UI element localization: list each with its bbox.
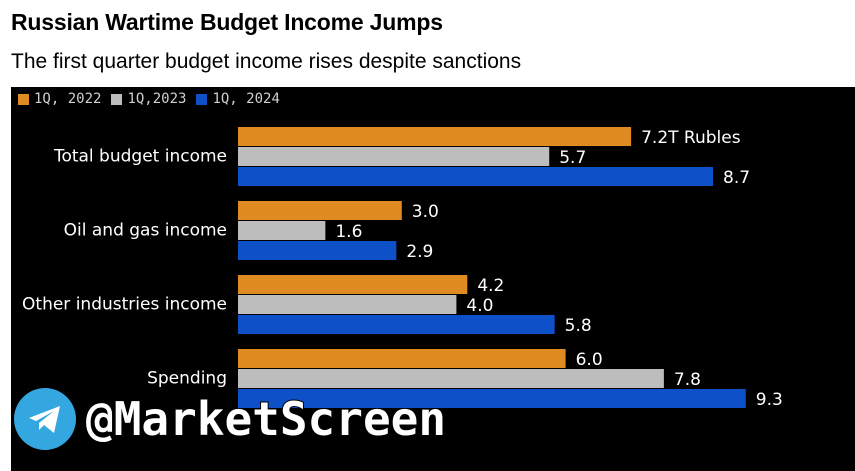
data-label: 5.8: [565, 316, 592, 336]
bar: [238, 389, 746, 408]
data-label: 3.0: [412, 202, 439, 222]
bar-chart: Total budget income 7.2T Rubles 5.7 8.7 Oil …: [22, 127, 783, 410]
data-label: 6.0: [576, 350, 603, 370]
category-label: Other industries income: [22, 295, 227, 315]
bar: [238, 127, 632, 146]
bar: [238, 369, 664, 388]
data-label: 7.8: [674, 370, 701, 390]
legend-label-2022: 1Q, 2022: [34, 91, 102, 107]
data-label: 2.9: [406, 242, 433, 262]
data-label: 7.2T Rubles: [641, 128, 741, 148]
legend-item-2023: 1Q,2023: [111, 91, 186, 107]
bar: [238, 349, 566, 368]
bar: [238, 147, 550, 166]
data-label: 1.6: [335, 222, 362, 242]
category-label: Total budget income: [53, 147, 227, 167]
category-label: Oil and gas income: [64, 221, 227, 241]
bar: [238, 275, 468, 294]
data-label: 9.3: [756, 390, 783, 410]
legend-swatch-2022: [18, 93, 29, 105]
bar: [238, 167, 714, 186]
data-label: 8.7: [723, 168, 750, 188]
legend-item-2022: 1Q, 2022: [18, 91, 101, 107]
legend-swatch-2024: [196, 93, 208, 105]
legend-label-2023: 1Q,2023: [127, 91, 187, 107]
data-label: 4.0: [466, 296, 493, 316]
chart-title: Russian Wartime Budget Income Jumps: [11, 9, 443, 35]
chart-subtitle: The first quarter budget income rises de…: [11, 50, 522, 73]
data-label: 5.7: [559, 148, 586, 168]
bar: [238, 201, 402, 220]
bar: [238, 315, 555, 334]
legend: 1Q, 2022 1Q,2023 1Q, 2024: [18, 89, 280, 109]
legend-item-2024: 1Q, 2024: [196, 91, 280, 107]
bar: [238, 221, 326, 240]
chart-panel: 1Q, 2022 1Q,2023 1Q, 2024 Total budget i…: [11, 87, 855, 471]
watermark-text: @MarketScreen: [85, 391, 447, 447]
category-label: Spending: [147, 369, 227, 389]
bar: [238, 241, 397, 260]
legend-label-2024: 1Q, 2024: [212, 91, 280, 107]
data-label: 4.2: [477, 276, 504, 296]
watermark: @MarketScreen: [14, 388, 447, 450]
telegram-icon: [14, 388, 76, 450]
bar: [238, 295, 457, 314]
legend-swatch-2023: [111, 93, 123, 105]
